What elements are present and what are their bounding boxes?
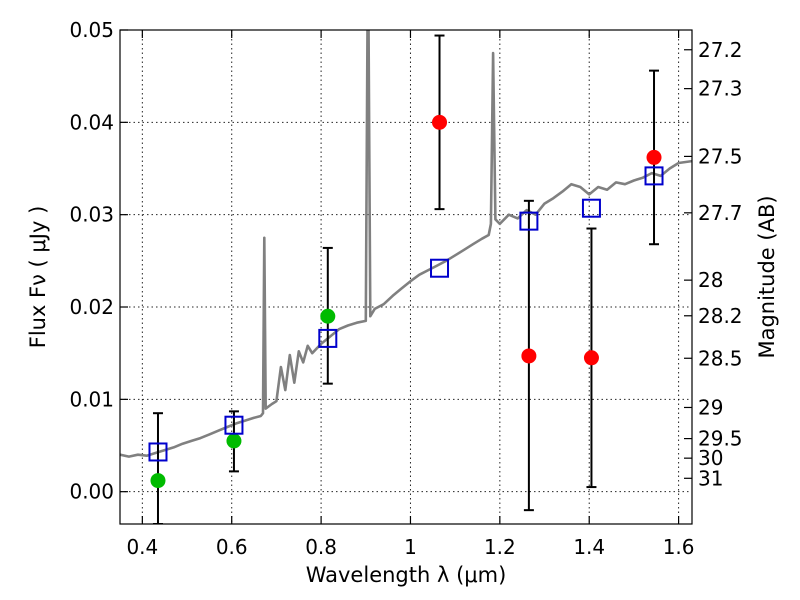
- x-tick-label: 0.4: [126, 535, 158, 559]
- photometry-point: [521, 348, 537, 364]
- magnitude-tick-label: 27.2: [698, 38, 743, 62]
- data-markers: [148, 114, 664, 489]
- y-tick-label: 0.05: [69, 18, 114, 42]
- photometry-point: [226, 433, 242, 449]
- magnitude-tick-label: 28.5: [698, 346, 743, 370]
- photometry-point: [432, 114, 448, 130]
- magnitude-tick-label: 28: [698, 268, 723, 292]
- magnitude-tick-label: 31: [698, 466, 723, 490]
- model-spectrum-line: [120, 30, 692, 458]
- x-axis-label: Wavelength λ (μm): [306, 563, 507, 587]
- model-flux-square: [148, 442, 168, 462]
- model-flux-square: [644, 166, 664, 186]
- model-flux-square: [519, 211, 539, 231]
- grid: [120, 29, 692, 524]
- magnitude-tick-label: 29.5: [698, 427, 743, 451]
- axis-ticks: [120, 29, 692, 524]
- model-flux-square: [581, 198, 601, 218]
- photometry-point: [150, 473, 166, 489]
- magnitude-tick-label: 30: [698, 446, 723, 470]
- magnitude-tick-label: 29: [698, 395, 723, 419]
- plot-area: [120, 30, 692, 524]
- x-tick-label: 1.2: [484, 535, 516, 559]
- model-flux-square: [430, 258, 450, 278]
- y-tick-label: 0.03: [69, 203, 114, 227]
- y-tick-label: 0.04: [69, 110, 114, 134]
- photometry-point: [583, 350, 599, 366]
- y-tick-label: 0.00: [69, 480, 114, 504]
- magnitude-tick-label: 28.2: [698, 304, 743, 328]
- x-tick-label: 1.4: [573, 535, 605, 559]
- right-axis-label: Magnitude (AB): [755, 195, 779, 358]
- error-bars: [152, 34, 660, 524]
- model-flux-square: [318, 328, 338, 348]
- y-tick-label: 0.01: [69, 387, 114, 411]
- photometry-point: [646, 149, 662, 165]
- y-tick-label: 0.02: [69, 295, 114, 319]
- model-flux-square: [224, 415, 244, 435]
- x-tick-label: 1: [404, 535, 417, 559]
- y-axis-label: Flux Fν ( μJy ): [26, 206, 50, 349]
- photometry-point: [320, 308, 336, 324]
- x-tick-label: 1.6: [663, 535, 695, 559]
- tick-labels: 0.4 0.6 0.8 1 1.2 1.4 1.6 0.00 0.01 0.02 0.03 0.04 0…: [69, 18, 742, 559]
- axes-frame: [119, 29, 693, 525]
- magnitude-tick-label: 27.7: [698, 201, 743, 225]
- x-tick-label: 0.6: [216, 535, 248, 559]
- x-tick-label: 0.8: [305, 535, 337, 559]
- magnitude-tick-label: 27.3: [698, 77, 743, 101]
- magnitude-tick-label: 27.5: [698, 144, 743, 168]
